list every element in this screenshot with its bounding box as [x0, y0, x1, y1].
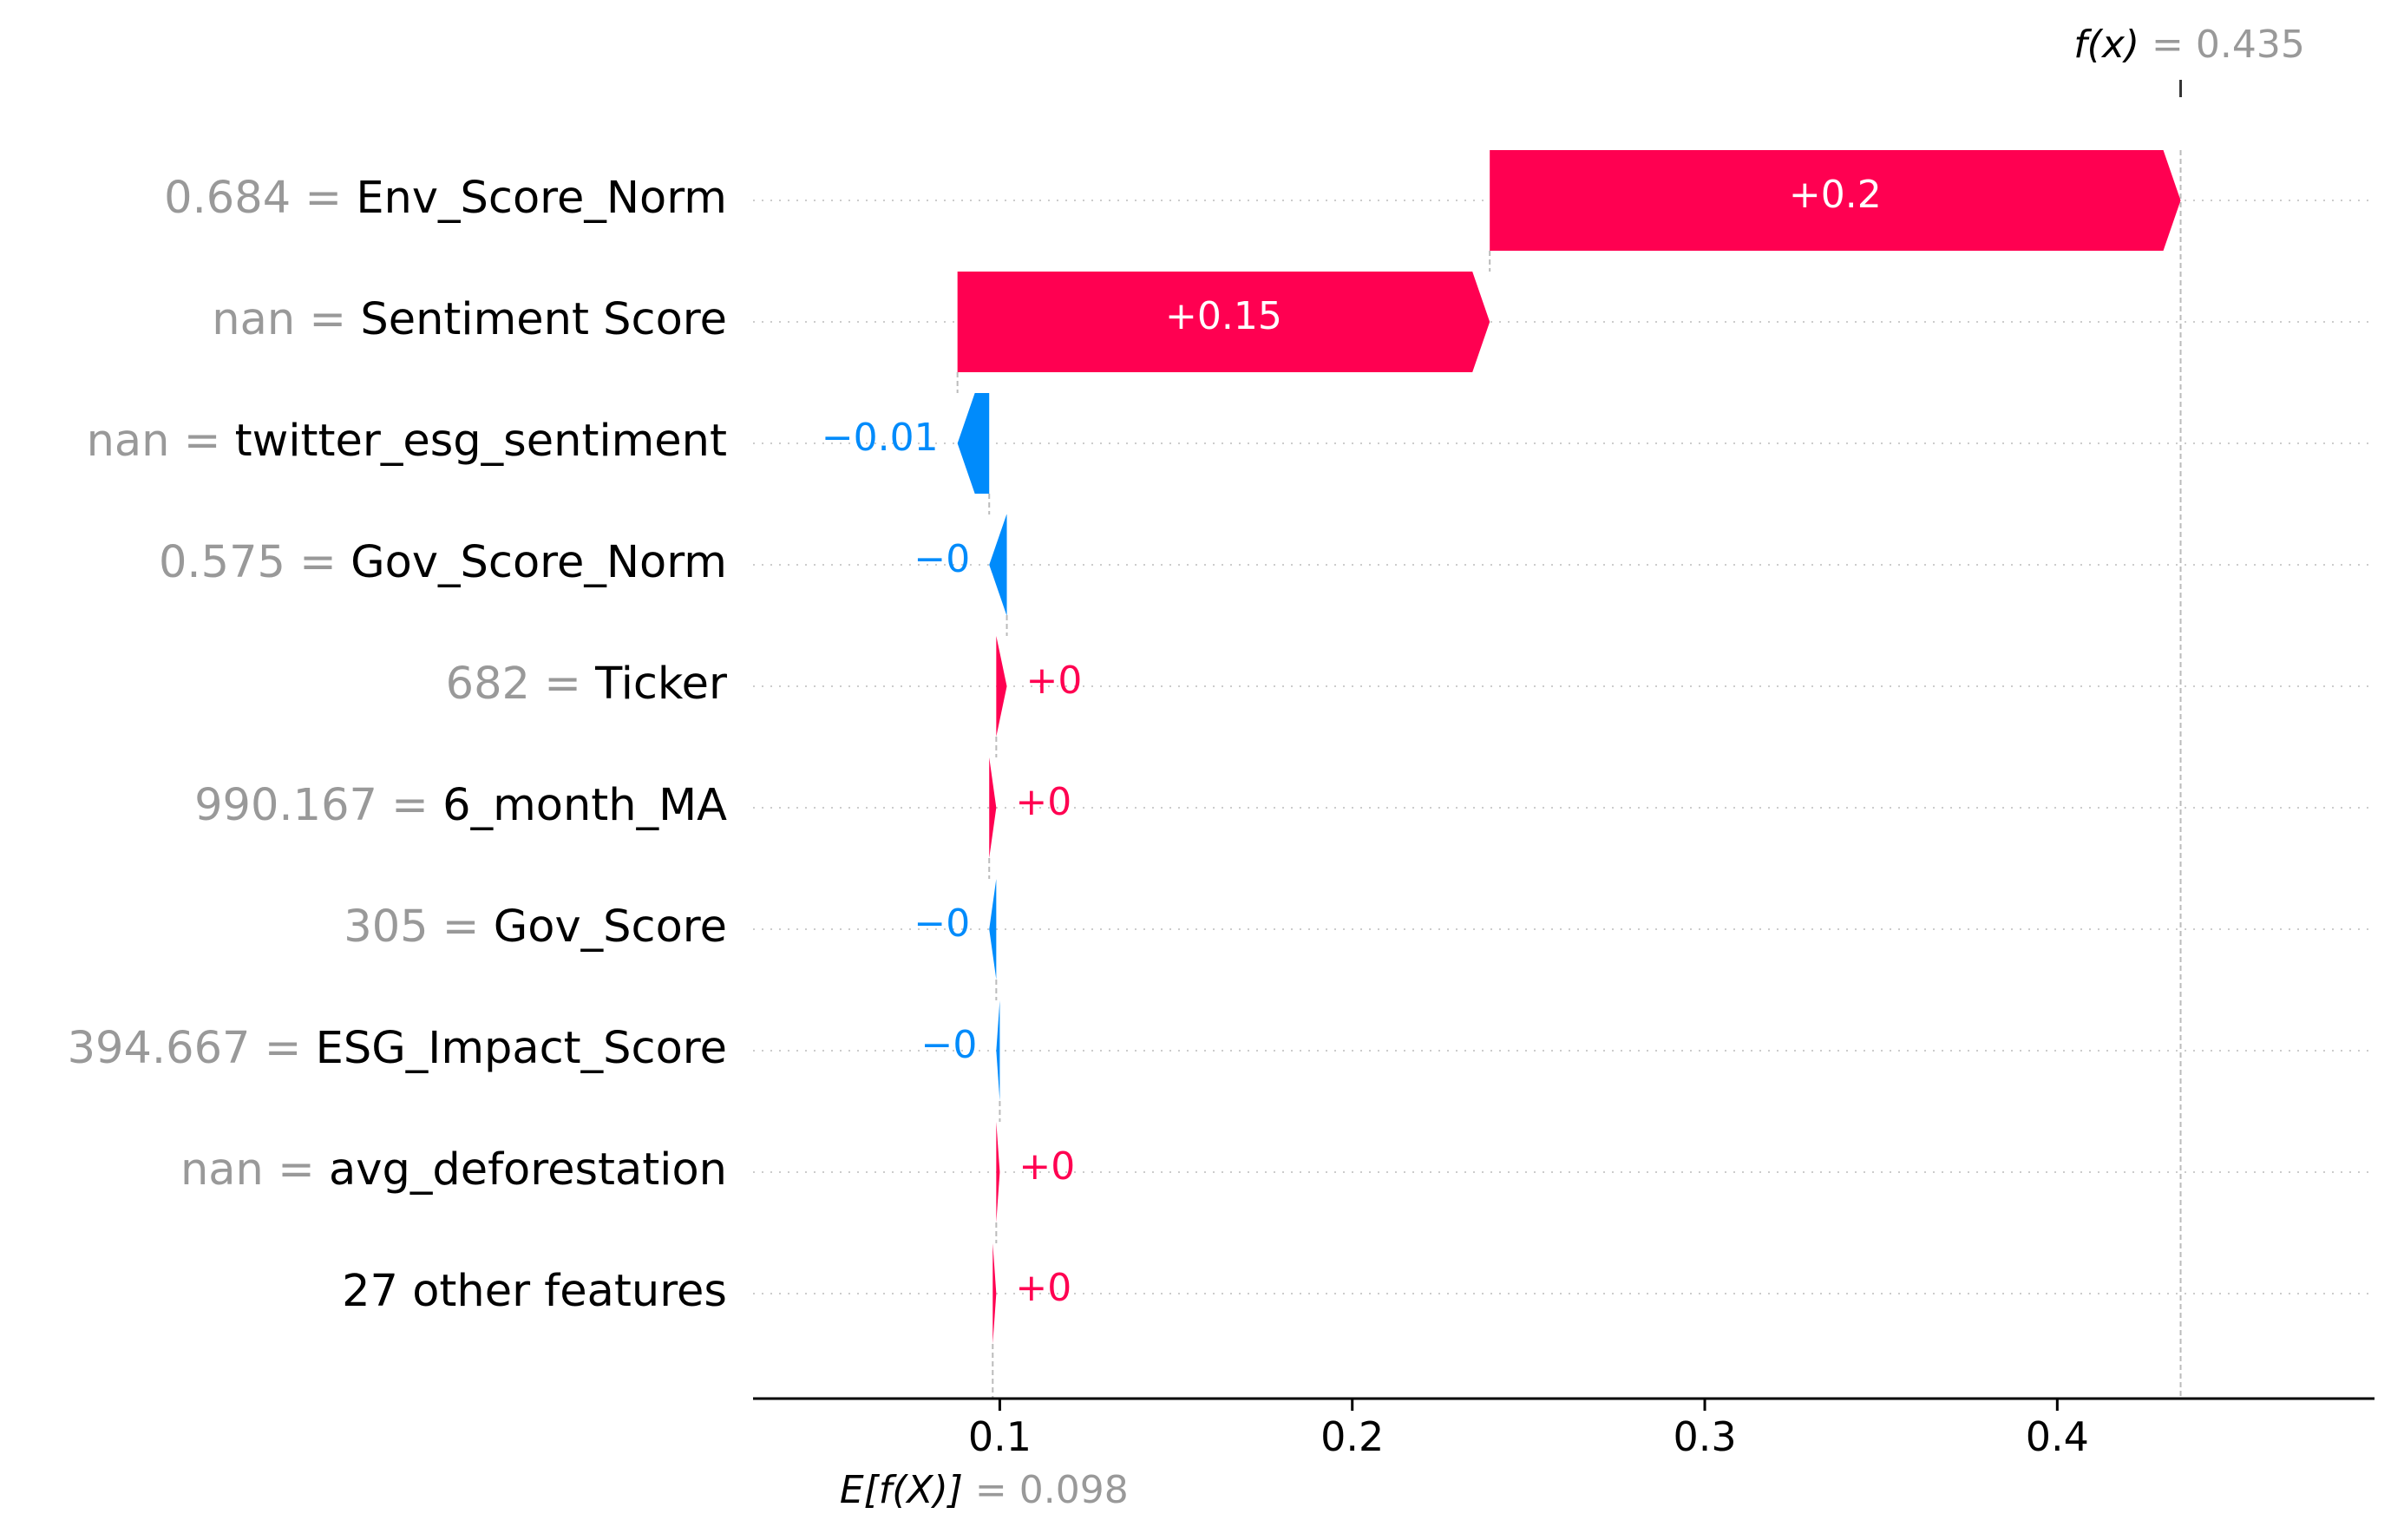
feature-label: 990.167 = 6_month_MA — [194, 780, 727, 831]
contribution-label: +0 — [1026, 659, 1083, 703]
contribution-label: +0 — [1015, 780, 1071, 824]
bar-negative — [996, 1000, 999, 1101]
contribution-label: −0.01 — [822, 416, 939, 460]
contribution-label: +0.2 — [1789, 173, 1882, 217]
contribution-label: −0 — [914, 901, 970, 946]
bar-positive — [996, 636, 1006, 737]
feature-label: 394.667 = ESG_Impact_Score — [68, 1023, 727, 1074]
feature-label: nan = avg_deforestation — [180, 1144, 727, 1196]
bar-positive — [989, 757, 996, 858]
x-tick-label: 0.2 — [1320, 1413, 1384, 1460]
x-tick-label: 0.3 — [1673, 1413, 1736, 1460]
contribution-label: +0 — [1019, 1144, 1075, 1189]
x-tick-label: 0.1 — [968, 1413, 1032, 1460]
base-value-label: E[f(X)] = 0.098 — [840, 1468, 1129, 1512]
contribution-label: +0 — [1015, 1266, 1071, 1310]
output-value-label: f(x) = 0.435 — [2073, 23, 2305, 67]
contribution-label: −0 — [914, 537, 970, 581]
feature-label: 0.684 = Env_Score_Norm — [164, 173, 727, 224]
bar-positive — [992, 1243, 996, 1344]
bar-negative — [989, 879, 996, 980]
feature-label: 305 = Gov_Score — [344, 901, 727, 953]
bar-negative — [958, 393, 990, 494]
contribution-label: −0 — [920, 1023, 977, 1067]
feature-label: nan = twitter_esg_sentiment — [87, 416, 727, 467]
feature-label: 27 other features — [342, 1266, 727, 1317]
x-tick-label: 0.4 — [2026, 1413, 2089, 1460]
bar-positive — [996, 1122, 999, 1222]
feature-label: 0.575 = Gov_Score_Norm — [159, 537, 727, 588]
bar-negative — [989, 514, 1006, 615]
feature-label: 682 = Ticker — [446, 659, 727, 710]
feature-label: nan = Sentiment Score — [212, 294, 727, 345]
contribution-label: +0.15 — [1165, 294, 1282, 338]
